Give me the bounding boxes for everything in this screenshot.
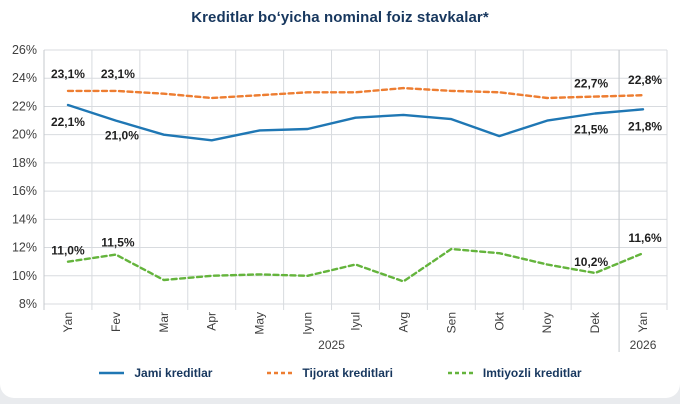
data-label: 21,0% (105, 129, 139, 143)
legend-marker-icon (99, 371, 125, 375)
line-chart: 8% 10% 12% 14% 16% 18% 20% 22% 24% 26% Yan Fev Mar Ap… (12, 43, 668, 352)
data-label: 23,1% (101, 67, 135, 81)
x-tick-label: Mar (157, 312, 171, 333)
series-line-1 (66, 86, 645, 100)
legend-label: Jami kreditlar (134, 366, 213, 380)
legend-label: Imtiyozli kreditlar (482, 366, 582, 380)
x-tick-label: Avg (396, 312, 410, 332)
y-tick-label: 26% (12, 43, 37, 57)
x-tick-label: Iyun (301, 312, 315, 335)
data-label: 21,8% (628, 119, 662, 133)
x-tick-label: Apr (205, 312, 219, 331)
y-tick-label: 14% (12, 212, 37, 226)
legend-item-1: Tijorat kreditlari (266, 366, 393, 380)
series-line-2 (66, 247, 645, 283)
year-label: 2025 (318, 338, 345, 352)
y-tick-label: 12% (12, 241, 37, 255)
x-tick-label: May (253, 312, 267, 335)
y-tick-label: 24% (12, 71, 37, 85)
legend-marker-icon (447, 371, 473, 375)
data-label: 23,1% (51, 67, 85, 81)
data-label: 10,2% (574, 255, 608, 269)
data-label: 22,8% (628, 73, 662, 87)
x-tick-label: Yan (61, 312, 75, 332)
chart-area: 8% 10% 12% 14% 16% 18% 20% 22% 24% 26% Yan Fev Mar Ap… (12, 43, 668, 352)
chart-legend: Jami kreditlar Tijorat kreditlari Imtiyozl… (0, 366, 680, 380)
series-line-0 (66, 103, 645, 142)
data-label: 21,5% (574, 123, 608, 137)
chart-title: Kreditlar boʻyicha nominal foiz stavkala… (191, 9, 489, 26)
legend-label: Tijorat kreditlari (302, 366, 393, 380)
x-tick-label: Okt (492, 311, 506, 330)
y-tick-label: 8% (19, 297, 37, 311)
legend-item-2: Imtiyozli kreditlar (447, 366, 582, 380)
x-tick-label: Fev (109, 312, 123, 332)
legend-marker-icon (267, 371, 293, 375)
y-tick-label: 22% (12, 99, 37, 113)
data-label: 11,6% (628, 231, 662, 245)
x-tick-label: Iyul (349, 312, 363, 331)
x-tick-label: Noy (540, 312, 554, 333)
data-label: 11,5% (101, 236, 135, 250)
y-tick-label: 16% (12, 184, 37, 198)
year-label: 2026 (630, 338, 657, 352)
x-tick-label: Sen (444, 312, 458, 333)
legend-item-0: Jami kreditlar (98, 366, 212, 380)
data-label: 11,0% (51, 244, 85, 258)
x-tick-label: Yan (636, 312, 650, 332)
data-label: 22,7% (574, 77, 608, 91)
y-tick-label: 10% (12, 269, 37, 283)
data-label: 22,1% (51, 115, 85, 129)
y-tick-label: 18% (12, 156, 37, 170)
x-tick-label: Dek (588, 311, 602, 333)
y-tick-label: 20% (12, 128, 37, 142)
